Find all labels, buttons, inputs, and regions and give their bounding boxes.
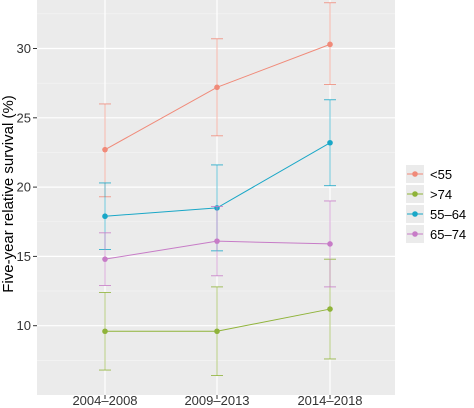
legend-label: 55–64 [430,207,466,222]
data-point [327,241,333,247]
legend-item: 65–74 [406,225,466,243]
data-point [102,146,108,153]
y-axis-title: Five-year relative survival (%) [0,95,17,293]
data-point [102,213,108,220]
data-point [214,328,220,335]
legend-label: 65–74 [430,227,466,242]
series-1 [99,258,336,376]
y-tick-label: 10 [17,318,31,333]
legend-item: >74 [406,185,452,203]
legend: <55 >74 55–64 65–74 [406,165,466,243]
x-tick-label: 2014–2018 [297,393,362,408]
plot-panel [37,0,395,395]
x-tick-label: 2004–2008 [72,393,137,408]
legend-key-point [412,231,418,237]
y-tick-label: 30 [17,41,31,56]
x-tick-label: 2009–2013 [184,393,249,408]
series-layer [99,2,336,376]
legend-label: >74 [430,187,452,202]
y-tick-label: 25 [17,110,31,125]
y-axis: 10 15 20 25 30 [17,41,37,333]
legend-item: <55 [406,165,452,183]
y-tick-label: 20 [17,180,31,195]
legend-key-point [412,211,418,217]
legend-key-point [412,171,418,177]
data-point [214,84,220,91]
y-tick-label: 15 [17,249,31,264]
data-point [102,328,108,335]
legend-label: <55 [430,167,452,182]
series-3 [99,200,336,288]
legend-key-point [412,191,418,197]
data-point [214,238,220,244]
data-point [327,306,333,312]
legend-item: 55–64 [406,205,466,223]
x-axis: 2004–2008 2009–2013 2014–2018 [72,393,362,408]
data-point [327,139,333,146]
data-point [327,41,333,48]
data-point [102,256,108,262]
